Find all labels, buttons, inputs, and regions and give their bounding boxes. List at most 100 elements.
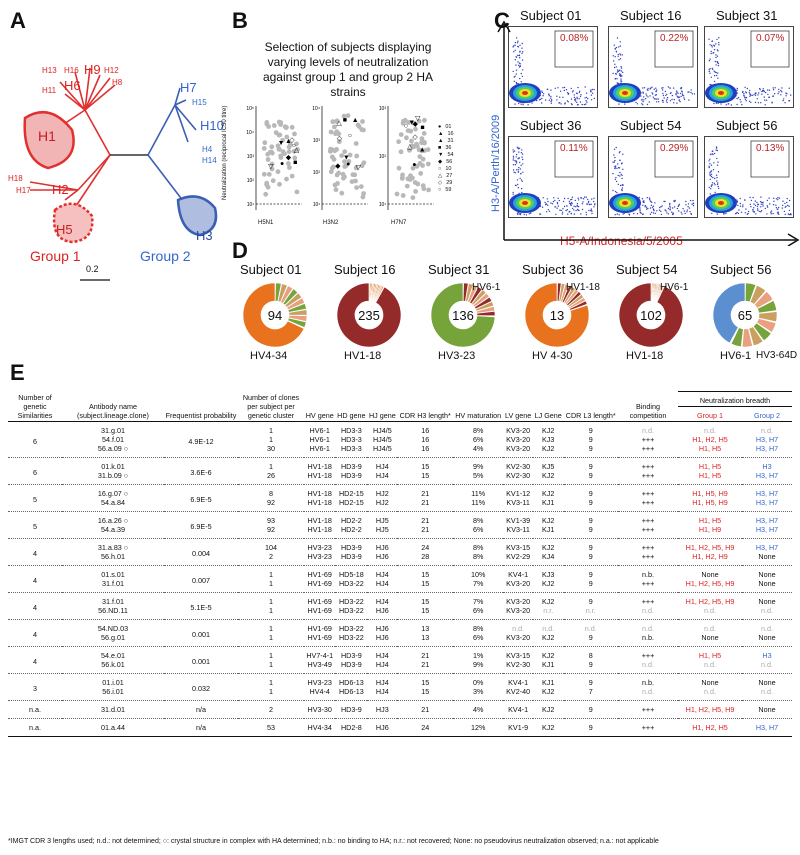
- flow-event: [563, 205, 566, 208]
- flow-event: [615, 165, 617, 167]
- cell-hv: HV3-23: [304, 537, 336, 552]
- dotplot-subject-marker: ▼: [278, 140, 285, 147]
- table-row: 3 01.i.01 0.032 1 HV3-23 HD6-13 HJ4 15 0% KV4-1 KJ…: [8, 672, 792, 700]
- col-header-bind: Binding competition: [618, 391, 678, 422]
- cell-bind: +++: [618, 537, 678, 552]
- flow-event: [655, 87, 657, 89]
- flow-event: [710, 164, 713, 166]
- cell-name: 54.a.39: [101, 524, 125, 534]
- donut-minor-slice: [476, 310, 496, 317]
- flow-event: [593, 88, 595, 91]
- flow-event: [669, 87, 671, 89]
- tree-label-h5: H5: [56, 222, 73, 237]
- cell-probability: 3.6E-6: [164, 456, 238, 484]
- dotplot-point: [360, 194, 366, 200]
- dotplot-subject-marker: ●: [412, 161, 416, 168]
- flow-event: [714, 60, 716, 63]
- dotplot-tick-label: 10⁴: [246, 130, 254, 136]
- flow-event: [715, 149, 717, 151]
- flow-event: [621, 187, 624, 189]
- flow-event: [774, 93, 776, 95]
- flow-event: [617, 183, 619, 186]
- legend-subject: 31: [447, 138, 454, 144]
- flow-event: [646, 103, 649, 106]
- flow-event: [614, 167, 616, 170]
- cell-name: 54.f.01: [102, 434, 124, 444]
- flow-event: [642, 204, 644, 206]
- flow-event: [784, 206, 786, 208]
- dotplot-tick-label: 10³: [379, 106, 387, 112]
- flow-event: [587, 201, 590, 204]
- cell-cdrh3: 13: [421, 632, 430, 642]
- flow-event: [758, 210, 760, 213]
- flow-event: [672, 87, 675, 89]
- legend-entry: ◆ 56: [438, 159, 454, 166]
- cell-bind: +++: [641, 497, 655, 507]
- flow-event: [777, 92, 779, 95]
- flow-event: [781, 87, 783, 89]
- flow-event: [622, 71, 624, 74]
- cell-hj: HJ4: [375, 659, 389, 669]
- cell-clones: 1: [269, 605, 273, 615]
- cell-g2: None: [758, 632, 776, 642]
- flow-event: [710, 188, 712, 190]
- cell-probability: 6.9E-5: [164, 510, 238, 538]
- flow-event: [612, 161, 614, 163]
- flow-subject-title: Subject 31: [716, 8, 778, 23]
- table-row: 4 31.f.01 5.1E-5 1 HV1-69 HD3-22 HJ4 15 7% KV3-20…: [8, 591, 792, 619]
- flow-event: [556, 203, 559, 205]
- flow-event: [646, 208, 648, 210]
- flow-event: [589, 90, 592, 92]
- flow-event: [622, 153, 624, 155]
- flow-event: [780, 94, 782, 96]
- cell-cdrh3: 21: [421, 659, 430, 669]
- cell-lj: KJ2: [532, 420, 564, 435]
- flow-event: [521, 42, 523, 45]
- flow-event: [622, 213, 624, 215]
- table-row: 54.f.01 1 HV6-1 HD3-3 HJ4/5 16 6% KV3-20 KJ3 9 +++…: [8, 435, 792, 444]
- flow-event: [571, 198, 573, 200]
- cell-cdrl3: 9: [563, 717, 618, 737]
- dotplot-point: [328, 129, 334, 135]
- cell-lv: KV2-30: [503, 456, 533, 471]
- flow-event: [660, 210, 662, 212]
- donut-minor-slice: [749, 284, 767, 305]
- flow-event: [652, 96, 654, 98]
- flow-event: [578, 90, 581, 92]
- table-row: 56.i.01 1 HV4-4 HD6-13 HJ4 15 3% KV2-40 KJ2 7 n.d.…: [8, 687, 792, 701]
- cell-g1: n.d.: [678, 420, 742, 435]
- cell-clones: 1: [269, 434, 273, 444]
- flow-event: [679, 100, 681, 103]
- dotplot-point: [410, 195, 416, 200]
- flow-event: [713, 70, 715, 72]
- legend-subject: 27: [446, 173, 453, 179]
- flow-event: [743, 94, 745, 97]
- flow-event: [513, 171, 515, 173]
- flow-event: [580, 94, 582, 96]
- dotplot-point: [419, 136, 425, 141]
- flow-event: [556, 207, 558, 209]
- flow-event: [522, 51, 524, 53]
- flow-event: [585, 100, 587, 102]
- flow-event: [619, 53, 621, 55]
- flow-event: [713, 152, 716, 155]
- flow-event: [619, 69, 621, 71]
- dotplot-point: [266, 171, 272, 177]
- dotplot-tick-label: 10²: [313, 170, 321, 176]
- dotplot-subject-marker: △: [294, 147, 300, 154]
- flow-event: [716, 149, 719, 152]
- flow-event: [680, 90, 683, 92]
- cell-hv: HV1-18: [304, 510, 336, 525]
- flow-event: [713, 45, 716, 47]
- cell-clones: 26: [267, 470, 275, 480]
- donut-clone-count: 13: [549, 308, 565, 323]
- flow-event: [715, 102, 718, 104]
- flow-event: [680, 87, 683, 89]
- flow-event: [660, 213, 663, 216]
- flow-event: [615, 72, 617, 75]
- flow-event: [676, 207, 679, 210]
- cell-hvm: 8%: [453, 510, 504, 525]
- flow-event: [622, 184, 624, 186]
- flow-event: [752, 208, 754, 211]
- flow-event: [647, 87, 649, 90]
